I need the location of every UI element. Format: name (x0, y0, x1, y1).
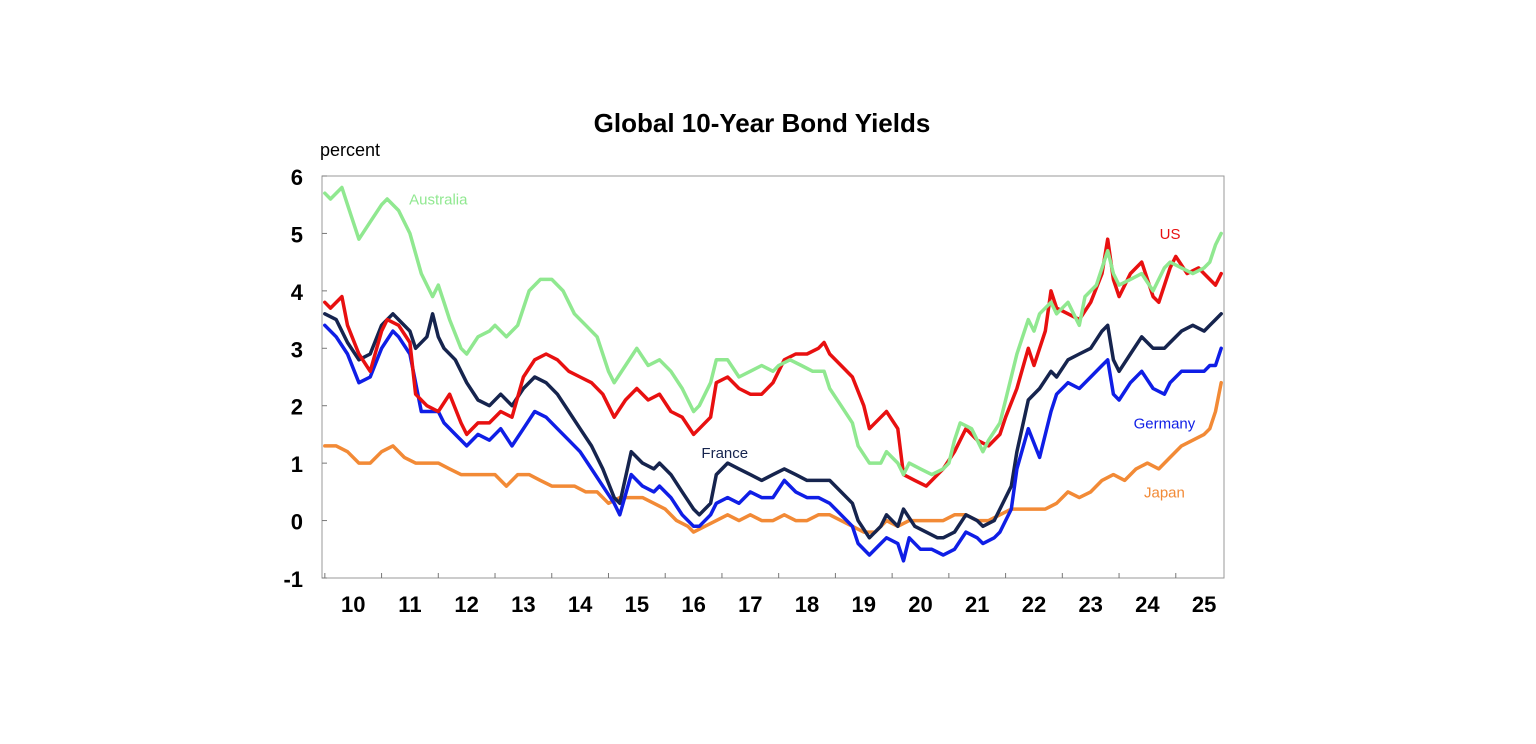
x-tick-label: 11 (398, 592, 421, 617)
y-tick-label: 4 (291, 280, 304, 305)
chart-title: Global 10-Year Bond Yields (594, 108, 931, 138)
x-tick-label: 25 (1192, 592, 1216, 617)
series-line-us (323, 237, 1223, 488)
series-label-us: US (1160, 226, 1181, 243)
series-line-japan (323, 380, 1223, 534)
x-tick-label: 15 (625, 592, 649, 617)
series-line-france (323, 312, 1223, 540)
y-axis-unit-label: percent (320, 140, 380, 160)
x-tick-label: 16 (681, 592, 705, 617)
x-tick-label: 20 (908, 592, 932, 617)
y-tick-labels: 6 5 4 3 2 1 0 -1 (283, 165, 327, 592)
x-tick-label: 13 (511, 592, 535, 617)
series-line-australia (323, 185, 1223, 477)
series-label-germany: Germany (1134, 416, 1196, 433)
series-labels: Australia US France Germany Japan (409, 192, 1196, 502)
series-line-germany (323, 323, 1223, 563)
x-tick-label: 23 (1078, 592, 1102, 617)
series-label-australia: Australia (409, 192, 468, 209)
x-tick-label: 19 (852, 592, 876, 617)
x-tick-label: 12 (454, 592, 478, 617)
x-axis: 10 11 12 13 14 15 16 17 18 19 20 21 22 23 24 25 (324, 573, 1216, 617)
y-tick-label: 3 (291, 337, 303, 362)
y-tick-label: 1 (291, 452, 303, 477)
x-tick-label: 24 (1135, 592, 1160, 617)
series-label-france: France (701, 445, 748, 462)
x-tick-label: 18 (795, 592, 819, 617)
x-tick-label: 17 (738, 592, 762, 617)
y-tick-label: 5 (291, 222, 303, 247)
x-tick-label: 10 (341, 592, 365, 617)
x-tick-label: 21 (965, 592, 989, 617)
y-tick-label: 0 (291, 510, 303, 535)
y-tick-label: 6 (291, 165, 303, 190)
y-tick-label: -1 (283, 567, 303, 592)
x-tick-label: 14 (568, 592, 593, 617)
series-label-japan: Japan (1144, 485, 1185, 502)
series-lines (323, 185, 1223, 563)
x-tick-label: 22 (1022, 592, 1046, 617)
plot-frame (321, 175, 1225, 579)
y-tick-label: 2 (291, 395, 303, 420)
